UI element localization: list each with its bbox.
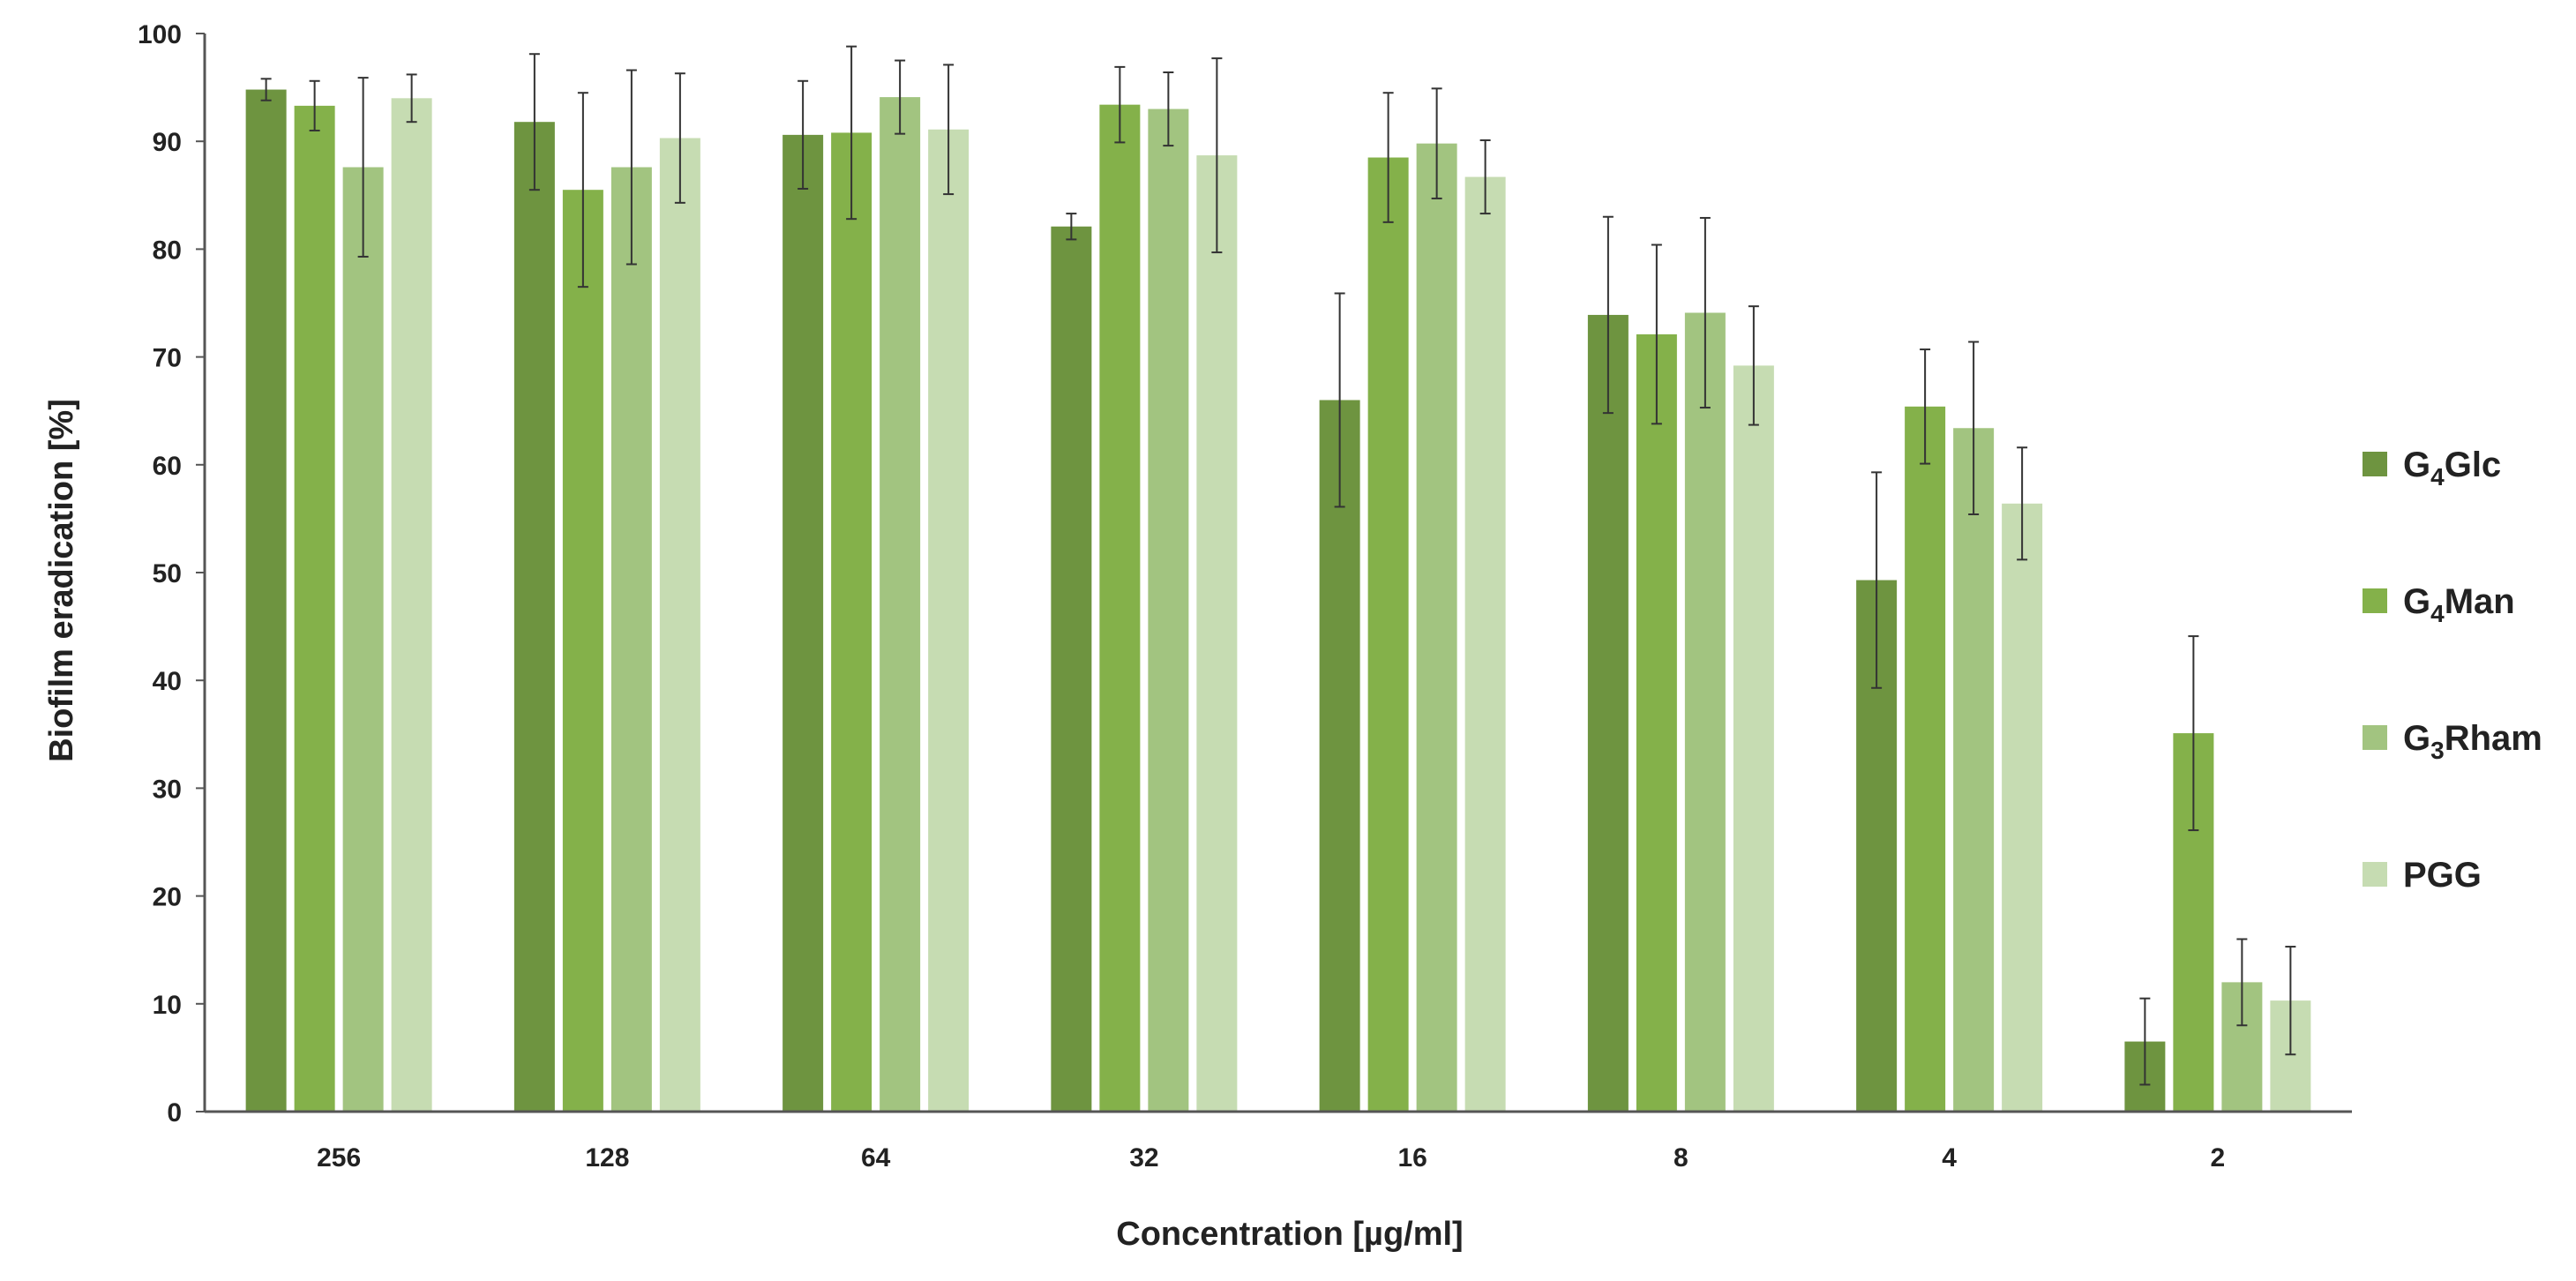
- bar-G3Rham-32: [1148, 109, 1189, 1112]
- bars-layer: [245, 89, 2311, 1112]
- error-bar-G4Man-8: [1651, 243, 1662, 425]
- bar-G4Glc-16: [1319, 400, 1360, 1112]
- error-bar-G4Man-4: [1920, 348, 1931, 465]
- legend-swatch: [2363, 588, 2387, 613]
- bar-G3Rham-64: [880, 97, 921, 1112]
- y-tick-label: 90: [153, 128, 182, 157]
- y-tick-label: 100: [138, 20, 182, 49]
- bar-G4Man-128: [562, 190, 603, 1112]
- error-bar-G4Glc-64: [798, 79, 809, 190]
- error-bar-G4Glc-128: [528, 53, 540, 191]
- legend-label: PGG: [2403, 856, 2482, 895]
- error-bar-G4Glc-2: [2139, 997, 2151, 1086]
- y-tick-label: 20: [153, 883, 182, 912]
- bar-PGG-256: [391, 98, 432, 1112]
- bar-G3Rham-128: [610, 167, 652, 1112]
- error-bar-G3Rham-256: [357, 77, 369, 258]
- bar-G4Man-256: [294, 105, 335, 1112]
- bar-G3Rham-8: [1684, 312, 1726, 1112]
- x-tick-label: 32: [1129, 1143, 1158, 1172]
- legend: G4Glc G4Man G3Rham PGG: [2363, 446, 2542, 895]
- error-bar-G3Rham-16: [1431, 87, 1442, 199]
- x-tick-labels: 256 128 64 32 16 8 4 2: [317, 1143, 2225, 1172]
- error-bar-G4Man-2: [2188, 635, 2199, 832]
- x-tick-label: 128: [585, 1143, 629, 1172]
- error-bar-G4Man-32: [1114, 65, 1126, 144]
- y-tick-labels: 0 10 20 30 40 50 60 70 80 90 100: [138, 20, 182, 1127]
- y-tick-label: 0: [167, 1098, 182, 1127]
- bar-G4Glc-8: [1587, 314, 1629, 1112]
- bar-G4Man-4: [1905, 406, 1946, 1112]
- bar-PGG-64: [928, 129, 970, 1112]
- y-tick-label: 70: [153, 344, 182, 373]
- bar-G3Rham-4: [1953, 428, 1995, 1112]
- error-bar-G4Man-128: [577, 92, 588, 288]
- bar-G4Man-64: [831, 132, 872, 1112]
- error-bar-PGG-256: [406, 73, 417, 124]
- bar-G4Man-8: [1636, 333, 1677, 1112]
- bar-G4Glc-64: [783, 134, 824, 1112]
- bar-G3Rham-16: [1416, 143, 1457, 1112]
- error-bar-G3Rham-8: [1699, 216, 1711, 409]
- legend-item-G3Rham: G3Rham: [2363, 719, 2542, 764]
- bar-PGG-4: [2002, 503, 2043, 1112]
- legend-item-G4Man: G4Man: [2363, 582, 2515, 627]
- y-tick-label: 80: [153, 236, 182, 265]
- error-bar-PGG-64: [943, 64, 955, 196]
- error-bar-PGG-128: [674, 72, 685, 204]
- y-axis-title: Biofilm eradication [%]: [43, 399, 80, 762]
- bar-G4Man-32: [1099, 104, 1141, 1112]
- x-tick-label: 8: [1674, 1143, 1689, 1172]
- y-tick-label: 30: [153, 775, 182, 804]
- error-bar-G4Man-64: [846, 45, 857, 221]
- x-axis-title: Concentration [µg/ml]: [1116, 1216, 1463, 1253]
- error-bar-G4Glc-256: [260, 78, 272, 101]
- y-tick-label: 10: [153, 991, 182, 1020]
- error-bar-G4Glc-4: [1871, 471, 1883, 689]
- y-tick-label: 60: [153, 452, 182, 481]
- error-bar-G3Rham-64: [895, 59, 906, 135]
- axes-layer: [196, 33, 2352, 1113]
- error-bar-G4Man-256: [309, 79, 320, 131]
- legend-label: G3Rham: [2403, 719, 2542, 764]
- error-bar-G3Rham-2: [2236, 938, 2248, 1027]
- bar-PGG-32: [1196, 155, 1238, 1112]
- legend-swatch: [2363, 862, 2387, 887]
- error-bar-PGG-2: [2285, 946, 2296, 1056]
- x-tick-label: 2: [2211, 1143, 2226, 1172]
- bar-G4Man-16: [1367, 157, 1409, 1112]
- error-bar-G4Glc-32: [1066, 213, 1077, 241]
- bar-G4Glc-128: [513, 122, 555, 1112]
- x-tick-label: 4: [1942, 1143, 1957, 1172]
- x-tick-label: 256: [317, 1143, 361, 1172]
- legend-swatch: [2363, 725, 2387, 750]
- legend-item-PGG: PGG: [2363, 856, 2482, 895]
- error-bar-G4Man-16: [1382, 92, 1394, 223]
- error-bar-G3Rham-128: [625, 69, 637, 266]
- legend-swatch: [2363, 452, 2387, 476]
- error-bar-PGG-32: [1211, 57, 1223, 254]
- error-bars-layer: [260, 45, 2296, 1086]
- bar-PGG-128: [659, 138, 700, 1112]
- legend-label: G4Glc: [2403, 446, 2501, 491]
- error-bar-G3Rham-32: [1163, 71, 1174, 147]
- legend-item-G4Glc: G4Glc: [2363, 446, 2501, 491]
- bar-G4Glc-32: [1051, 226, 1092, 1112]
- error-bar-PGG-4: [2017, 446, 2028, 561]
- error-bar-PGG-16: [1479, 139, 1491, 215]
- x-tick-label: 16: [1397, 1143, 1427, 1172]
- bar-G3Rham-256: [342, 167, 384, 1112]
- bar-G4Glc-256: [245, 89, 287, 1112]
- x-tick-label: 64: [861, 1143, 891, 1172]
- bar-PGG-16: [1464, 176, 1506, 1112]
- error-bar-G4Glc-16: [1334, 292, 1345, 508]
- y-tick-label: 40: [153, 667, 182, 696]
- error-bar-G4Glc-8: [1602, 215, 1614, 415]
- legend-label: G4Man: [2403, 582, 2515, 627]
- y-tick-label: 50: [153, 559, 182, 588]
- error-bar-G3Rham-4: [1968, 341, 1980, 516]
- bar-PGG-8: [1733, 365, 1774, 1112]
- error-bar-PGG-8: [1748, 305, 1759, 426]
